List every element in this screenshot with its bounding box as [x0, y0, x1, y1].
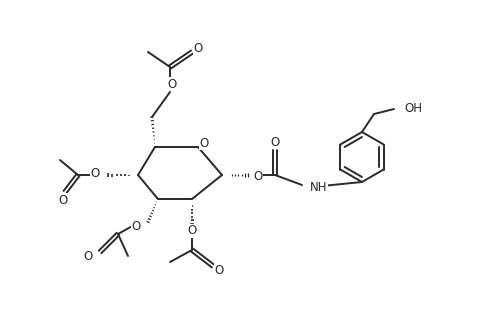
Text: O: O: [253, 170, 262, 183]
Text: O: O: [168, 77, 176, 91]
Text: O: O: [84, 251, 93, 264]
Text: O: O: [214, 264, 224, 277]
Text: O: O: [194, 42, 202, 54]
Text: O: O: [91, 167, 100, 180]
Text: O: O: [132, 220, 141, 233]
Text: O: O: [200, 136, 208, 149]
Text: O: O: [188, 224, 196, 237]
Text: NH: NH: [310, 181, 328, 194]
Text: O: O: [270, 135, 280, 148]
Text: OH: OH: [404, 102, 422, 115]
Text: O: O: [58, 194, 68, 207]
